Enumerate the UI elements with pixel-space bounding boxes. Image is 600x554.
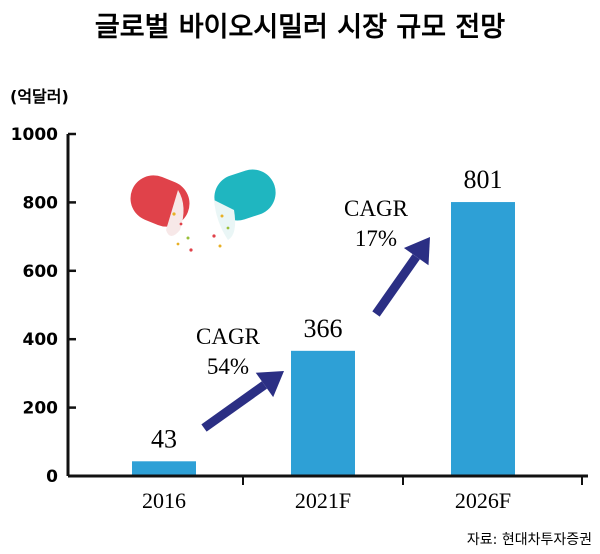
capsule-icon xyxy=(130,169,276,252)
labels-layer: 43 2016 366 2021F 801 2026F xyxy=(142,165,511,513)
y-tick-label-1000: 1000 xyxy=(11,125,58,145)
capsule-half-teal xyxy=(214,169,276,221)
capsule-half-red xyxy=(130,175,190,227)
cagr-arrow-shaft-2 xyxy=(372,254,420,317)
cagr-arrow-head-1 xyxy=(255,371,284,398)
cagr-label-1: CAGR xyxy=(196,324,261,349)
cagr-arrow-head-2 xyxy=(403,237,430,266)
cagr-rate-1: 54% xyxy=(207,354,249,379)
x-tick-2016: 2016 xyxy=(142,488,186,513)
bar-2016 xyxy=(132,461,196,476)
axis-layer: 0 200 400 600 800 1000 xyxy=(11,125,588,487)
cagr-label-2: CAGR xyxy=(344,196,409,221)
value-label-2026F: 801 xyxy=(464,165,503,194)
source-note: 자료: 현대차투자증권 xyxy=(467,532,592,548)
x-tick-2026F: 2026F xyxy=(455,488,511,513)
y-tick-label-800: 800 xyxy=(23,193,59,213)
value-label-2021F: 366 xyxy=(304,314,343,343)
x-tick-2021F: 2021F xyxy=(295,488,351,513)
cagr-rate-2: 17% xyxy=(355,226,397,251)
y-tick-label-0: 0 xyxy=(46,467,58,487)
capsule-powder-teal xyxy=(214,200,236,240)
arrows-layer: CAGR 54% CAGR 17% xyxy=(196,196,430,432)
cagr-arrow-shaft-1 xyxy=(201,381,268,432)
bar-2026F xyxy=(451,202,515,477)
y-axis-label: (억달러) xyxy=(10,87,69,106)
value-label-2016: 43 xyxy=(151,424,177,453)
y-tick-label-600: 600 xyxy=(23,262,59,282)
bars-layer xyxy=(132,202,515,477)
y-tick-label-200: 200 xyxy=(23,399,59,419)
bar-2021F xyxy=(291,350,355,476)
y-tick-label-400: 400 xyxy=(23,330,59,350)
chart-title: 글로벌 바이오시밀러 시장 규모 전망 xyxy=(95,12,505,43)
